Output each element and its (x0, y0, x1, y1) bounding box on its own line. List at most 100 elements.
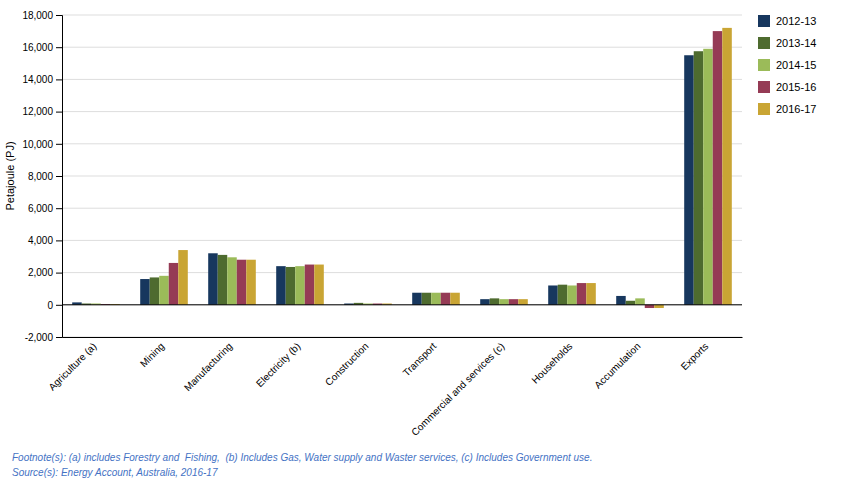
x-tick-label: Exports (679, 341, 711, 373)
legend-label: 2015-16 (776, 81, 816, 93)
grid-line (62, 143, 742, 144)
legend-swatch (758, 59, 770, 71)
bar (548, 285, 558, 304)
x-tick: Manufacturing (182, 341, 235, 394)
zero-line (62, 304, 742, 305)
legend-item: 2016-17 (758, 103, 816, 115)
grid-line (62, 176, 742, 177)
grid-line (62, 240, 742, 241)
bar (616, 296, 626, 305)
annotation: Footnote(s): (a) includes Forestry and F… (12, 452, 592, 463)
x-tick: Accumulation (592, 341, 642, 391)
y-tick: 8,000 (28, 171, 62, 182)
x-axis: Agriculture (a) Mining Manufacturing Electr… (46, 338, 742, 438)
y-tick-label: 2,000 (28, 267, 53, 278)
bar (295, 266, 305, 305)
bar (577, 283, 587, 305)
y-tick-mark (56, 273, 62, 274)
y-tick-label: -2,000 (25, 332, 54, 343)
grid-line (62, 15, 742, 16)
bar (159, 276, 169, 305)
grid-line (62, 208, 742, 209)
y-tick: 12,000 (22, 106, 62, 117)
y-tick-label: 16,000 (22, 42, 53, 53)
bar (490, 298, 500, 304)
annotation: Source(s): Energy Account, Australia, 20… (12, 467, 218, 478)
x-tick-label: Construction (323, 341, 370, 388)
x-tick-label: Manufacturing (182, 341, 235, 394)
grid-line (62, 111, 742, 112)
legend-swatch (758, 103, 770, 115)
y-tick-label: 8,000 (28, 171, 53, 182)
bar (480, 299, 490, 305)
y-tick-mark (56, 176, 62, 177)
bar (586, 283, 596, 305)
x-tick-label: Commercial and services (c) (409, 341, 506, 438)
x-tick-label: Electricity (b) (254, 341, 303, 390)
bar (450, 293, 460, 305)
bar (441, 293, 451, 305)
legend-label: 2012-13 (776, 15, 816, 27)
y-tick: -2,000 (25, 332, 62, 343)
y-tick-mark (56, 144, 62, 145)
y-axis-line (56, 16, 63, 338)
bar (286, 267, 296, 305)
bar-series (110, 28, 732, 308)
y-tick: 4,000 (28, 235, 62, 246)
x-tick-label: Households (529, 341, 574, 386)
y-tick-mark (56, 47, 62, 48)
y-tick-mark (56, 79, 62, 80)
bar-series (82, 51, 704, 305)
x-tick: Construction (323, 341, 370, 388)
grid-line (62, 47, 742, 48)
bar-series (72, 55, 694, 305)
bar (713, 31, 723, 305)
bar (722, 28, 732, 305)
y-axis-title: Petajoule (PJ) (4, 141, 16, 210)
x-tick: Electricity (b) (254, 341, 303, 390)
bar (509, 299, 519, 305)
bar (635, 298, 645, 304)
grid-line (62, 337, 742, 338)
y-tick-label: 10,000 (22, 139, 53, 150)
x-tick: Transport (401, 340, 439, 378)
legend-item: 2015-16 (758, 81, 816, 93)
bar (150, 277, 160, 304)
legend-item: 2013-14 (758, 37, 816, 49)
grid-line (62, 304, 742, 305)
y-tick: 6,000 (28, 203, 62, 214)
legend: 2012-13 2013-14 2014-15 2015-16 2016-17 (758, 15, 816, 115)
bar (422, 293, 432, 305)
bar (227, 257, 237, 304)
y-tick: 18,000 (22, 10, 62, 21)
x-tick: Agriculture (a) (46, 341, 98, 393)
y-tick-label: 18,000 (22, 10, 53, 21)
y-tick-mark (56, 240, 62, 241)
x-tick: Households (529, 341, 574, 386)
annotations: Footnote(s): (a) includes Forestry and F… (12, 452, 592, 478)
x-tick-label: Accumulation (592, 341, 642, 391)
bar (558, 285, 568, 305)
y-tick: 14,000 (22, 74, 62, 85)
x-tick: Commercial and services (c) (409, 341, 506, 438)
y-tick-label: 0 (47, 300, 53, 311)
y-tick: 2,000 (28, 267, 62, 278)
y-tick-mark (56, 305, 62, 306)
x-tick: Mining (138, 341, 167, 370)
bar (208, 253, 218, 305)
y-tick-mark (56, 112, 62, 113)
x-axis-line (63, 337, 743, 338)
bar (518, 299, 528, 305)
legend-label: 2013-14 (776, 37, 816, 49)
legend-item: 2012-13 (758, 15, 816, 27)
bar (314, 265, 324, 305)
plot: -2,000 0 2,000 4,000 6,000 8,000 10,000 12,000 1… (4, 10, 743, 438)
bar (140, 279, 150, 305)
bar-series (91, 49, 713, 305)
bar (169, 263, 179, 305)
legend-item: 2014-15 (758, 59, 816, 71)
legend-label: 2014-15 (776, 59, 816, 71)
y-tick: 10,000 (22, 139, 62, 150)
bar (246, 260, 256, 305)
x-tick-label: Transport (401, 340, 439, 378)
